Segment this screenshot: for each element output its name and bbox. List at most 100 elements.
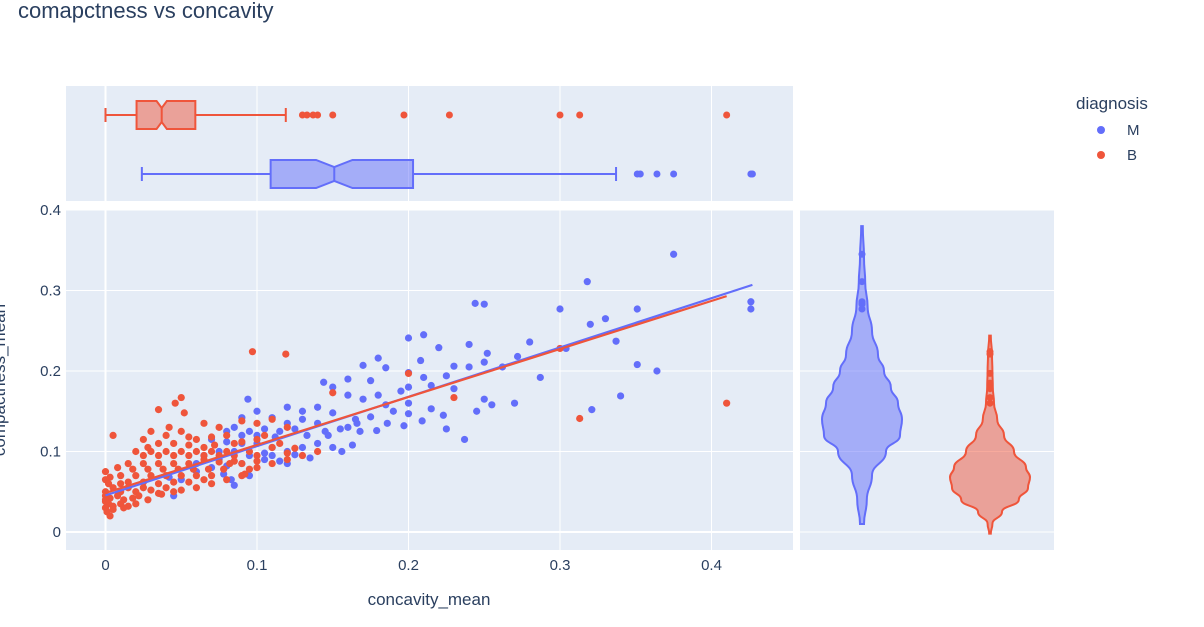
scatter-point <box>536 373 544 382</box>
scatter-point <box>374 354 382 362</box>
violin-body <box>948 334 1032 535</box>
scatter-point <box>159 465 167 473</box>
trendline-b <box>105 295 727 495</box>
violin-point <box>986 379 994 387</box>
chart-title: comapctness vs concavity <box>18 0 274 23</box>
scatter-point <box>162 447 170 456</box>
violin-point <box>986 385 994 393</box>
scatter-point <box>612 337 620 345</box>
scatter-point <box>586 320 594 328</box>
scatter-point <box>129 494 137 502</box>
scatter-point <box>473 407 481 415</box>
scatter-point <box>238 417 246 425</box>
scatter-point <box>170 439 178 448</box>
scatter-point <box>253 451 261 460</box>
box-outlier <box>314 111 322 119</box>
scatter-point <box>513 352 522 361</box>
scatter-point <box>165 423 173 431</box>
legend-item-b[interactable]: B <box>1097 147 1137 164</box>
scatter-point <box>418 417 426 425</box>
scatter-point <box>245 427 254 435</box>
scatter-point <box>359 395 367 403</box>
violin-point <box>858 250 866 258</box>
scatter-point <box>253 464 261 472</box>
scatter-point <box>439 411 447 419</box>
scatter-point <box>329 389 337 397</box>
scatter-point <box>192 484 200 492</box>
y-tick-label: 0.3 <box>40 283 61 300</box>
scatter-point <box>177 393 185 402</box>
scatter-point <box>101 497 110 506</box>
scatter-point <box>291 425 299 433</box>
scatter-point <box>344 423 352 431</box>
scatter-point <box>268 415 276 423</box>
box-marginal <box>104 100 756 189</box>
scatter-point <box>373 426 381 435</box>
scatter-point <box>192 447 200 456</box>
scatter-point <box>670 250 678 258</box>
scatter-point <box>450 393 458 402</box>
scatter-point <box>192 435 200 444</box>
scatter-point <box>170 451 178 460</box>
scatter-point <box>298 415 307 423</box>
scatter-point <box>109 431 117 439</box>
scatter-point <box>556 305 564 313</box>
scatter-point <box>303 431 311 439</box>
scatter-point <box>653 367 661 375</box>
scatter-point <box>588 406 596 414</box>
scatter-point <box>210 441 219 449</box>
scatter-point <box>139 435 147 444</box>
scatter-point <box>356 427 364 435</box>
scatter-point <box>207 447 216 456</box>
scatter-point <box>177 447 185 456</box>
violin-point <box>858 305 866 313</box>
box-outlier <box>723 111 731 119</box>
scatter-point <box>117 472 125 480</box>
scatter-point <box>144 443 152 452</box>
scatter-point <box>106 512 114 520</box>
legend[interactable]: diagnosis M B <box>1076 94 1148 164</box>
violin-b <box>948 334 1032 535</box>
scatter-point <box>282 350 290 358</box>
scatter-point <box>601 315 610 323</box>
scatter-point <box>144 465 152 473</box>
scatter-point <box>348 441 357 449</box>
scatter-point <box>230 439 238 448</box>
box-outlier <box>329 111 337 119</box>
scatter-panel <box>66 210 793 550</box>
scatter-point <box>109 505 117 514</box>
scatter-point <box>238 431 246 439</box>
scatter-point <box>298 407 307 415</box>
scatter-point <box>471 299 479 307</box>
box-outlier <box>445 111 453 119</box>
box-body <box>135 100 197 130</box>
scatter-point <box>382 364 390 372</box>
scatter-point <box>132 472 140 480</box>
scatter-point <box>320 378 328 386</box>
scatter-point <box>144 496 152 504</box>
scatter-point <box>162 431 170 439</box>
scatter-point <box>324 431 332 439</box>
scatter-point <box>268 443 276 452</box>
scatter-point <box>465 363 473 371</box>
scatter-point <box>404 369 413 378</box>
scatter-point <box>420 373 428 382</box>
box-outlier <box>303 111 311 119</box>
scatter-point <box>132 500 140 508</box>
scatter-point <box>526 338 534 346</box>
box-outlier <box>670 170 678 178</box>
scatter-point <box>329 443 337 452</box>
scatter-point <box>154 451 163 460</box>
scatter-point <box>276 457 284 465</box>
trendlines <box>105 283 753 497</box>
scatter-point <box>170 459 178 468</box>
scatter-point <box>397 387 405 395</box>
violin-point <box>986 350 994 358</box>
legend-marker-b <box>1097 151 1105 159</box>
scatter-point <box>200 476 208 484</box>
legend-item-m[interactable]: M <box>1097 122 1140 139</box>
y-axis-title: compactness_mean <box>0 304 9 456</box>
scatter-points <box>101 250 755 520</box>
scatter-point <box>268 451 276 460</box>
scatter-point <box>442 425 450 433</box>
